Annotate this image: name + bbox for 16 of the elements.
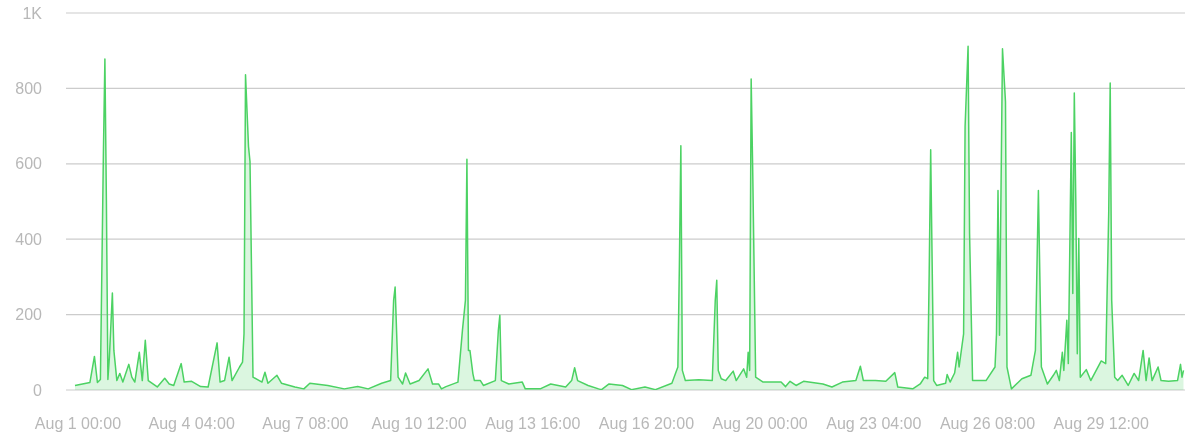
y-tick-label: 400: [15, 230, 43, 248]
y-tick-label: 1K: [22, 4, 43, 22]
x-tick-label: Aug 10 12:00: [371, 415, 467, 433]
y-tick-label: 800: [15, 80, 43, 98]
x-tick-label: Aug 26 08:00: [939, 415, 1036, 433]
x-tick-label: Aug 4 04:00: [148, 415, 235, 433]
y-tick-label: 200: [15, 306, 43, 324]
y-tick-label: 0: [33, 381, 43, 399]
y-tick-label: 600: [15, 155, 43, 173]
x-tick-label: Aug 13 16:00: [485, 415, 581, 433]
x-tick-label: Aug 1 00:00: [34, 415, 122, 433]
x-tick-label: Aug 20 00:00: [712, 415, 808, 433]
x-tick-label: Aug 29 12:00: [1053, 415, 1149, 433]
x-tick-label: Aug 7 08:00: [262, 415, 349, 433]
x-tick-label: Aug 16 20:00: [598, 415, 695, 433]
x-tick-label: Aug 23 04:00: [826, 415, 922, 433]
